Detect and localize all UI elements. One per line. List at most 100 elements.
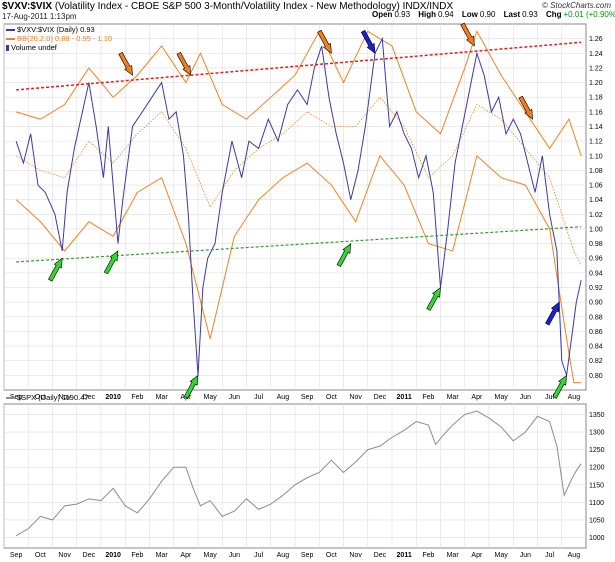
legend-swatch-ratio [6,29,15,32]
spx-x-tick-label: Feb [422,552,434,559]
ratio-x-tick-label: Oct [326,394,337,401]
ratio-y-tick-label: 1.08 [589,168,603,175]
symbol-description: (Volatility Index - CBOE S&P 500 3-Month… [54,1,400,12]
spx-x-tick-label: Feb [131,552,143,559]
chg-label: Chg [545,10,562,19]
blue-annotation-arrow [545,301,560,326]
ratio-y-tick-label: 1.24 [589,51,603,58]
ratio-x-tick-label: Mar [156,394,169,401]
symbol-title: $VXV:$VIX [2,1,53,12]
blue-arrow-shape [545,301,560,326]
orange-annotation-arrow [317,29,332,54]
green-arrow-shape [336,242,352,267]
ratio-x-tick-label: Nov [349,394,362,401]
legend-ratio-label: $VXV:$VIX (Daily) 0.93 [17,25,95,34]
ratio-x-tick-label: 2011 [397,394,412,401]
spx-x-tick-label: Dec [374,552,387,559]
orange-arrow-shape [176,51,192,76]
ratio-x-tick-label: Nov [58,394,71,401]
spx-y-tick-label: 1200 [589,465,605,472]
legend-swatch-volume [6,45,9,52]
spx-y-tick-label: 1000 [589,535,605,542]
bollinger-middle-line [15,96,582,266]
ratio-y-tick-label: 1.04 [589,197,603,204]
ratio-y-tick-label: 1.26 [589,36,603,43]
high-value: 0.94 [438,10,454,19]
ratio-x-tick-label: May [204,394,218,401]
green-arrow-shape [426,286,441,311]
low-label: Low [461,10,478,19]
blue-annotation-arrow [360,29,376,54]
green-annotation-arrow [103,250,119,275]
ratio-x-tick-label: Dec [374,394,387,401]
ratio-y-tick-label: 0.80 [589,373,603,380]
ratio-y-tick-label: 1.18 [589,95,603,102]
spx-x-tick-label: Aug [568,552,581,559]
orange-annotation-arrow [118,51,133,76]
ratio-x-tick-label: Aug [277,394,290,401]
green-annotation-arrow [552,374,567,399]
ratio-y-tick-label: 0.96 [589,256,603,263]
chart-title-line: $VXV:$VIX (Volatility Index - CBOE S&P 5… [2,1,453,12]
spx-x-tick-label: May [204,552,218,559]
ratio-x-tick-label: Apr [471,394,483,401]
ratio-x-tick-label: Feb [422,394,434,401]
ratio-y-tick-label: 1.00 [589,226,603,233]
orange-arrow-shape [460,22,475,47]
ratio-y-tick-label: 1.16 [589,109,603,116]
spx-x-tick-label: Nov [349,552,362,559]
date-line: 17-Aug-2011 1:13pm [2,12,77,21]
ratio-y-tick-label: 0.94 [589,270,603,277]
spx-x-tick-label: 2011 [397,552,412,559]
green-arrow-shape [552,374,567,399]
exchange-label: INDX/INDX [402,1,454,12]
open-value: 0.93 [394,10,411,19]
ratio-x-tick-label: Sep [10,394,23,401]
legend-ratio: $VXV:$VIX (Daily) 0.93 [6,25,95,34]
ratio-x-tick-label: May [495,394,509,401]
legend-bollinger: BB(20,2.0) 0.88 - 0.95 - 1.10 [6,34,112,43]
ratio-x-tick-label: Feb [131,394,143,401]
ratio-y-tick-label: 1.06 [589,183,603,190]
spx-x-tick-label: 2010 [105,552,121,559]
ratio-x-tick-label: Dec [83,394,96,401]
ratio-x-tick-label: Mar [447,394,460,401]
spx-x-tick-label: Sep [301,552,314,559]
spx-x-tick-label: Apr [180,552,192,559]
ratio-x-tick-label: Jul [545,394,554,401]
orange-annotation-arrow [176,51,192,76]
green-annotation-arrow [183,374,199,399]
ratio-y-tick-label: 1.02 [589,212,603,219]
spx-y-tick-label: 1050 [589,517,605,524]
spx-x-tick-label: Mar [447,552,460,559]
ratio-x-tick-label: Sep [301,394,314,401]
spx-x-tick-label: Jun [229,552,240,559]
orange-arrow-shape [317,29,332,54]
spx-x-tick-label: Mar [156,552,169,559]
spx-series-line [15,410,582,537]
ratio-y-tick-label: 0.88 [589,314,603,321]
ratio-y-tick-label: 1.20 [589,80,603,87]
spx-x-tick-label: Aug [277,552,290,559]
ratio-x-tick-label: Oct [35,394,46,401]
legend-volume-label: Volume undef [11,43,57,52]
ratio-y-tick-label: 0.90 [589,300,603,307]
last-label: Last [503,10,521,19]
green-annotation-arrow [426,286,441,311]
bollinger-upper-line [15,30,582,156]
legend-spx-label: $SPX (Daily) 1190.47 [17,393,89,402]
blue-arrow-shape [360,29,376,54]
spx-x-tick-label: Oct [326,552,337,559]
ratio-x-tick-label: Jun [229,394,240,401]
ratio-x-tick-label: 2010 [105,394,121,401]
open-label: Open [372,10,393,19]
legend-swatch-spx [6,397,15,400]
ratio-x-tick-label: Jul [254,394,263,401]
ratio-y-tick-label: 1.12 [589,139,603,146]
ratio-y-tick-label: 1.22 [589,65,603,72]
ratio-y-tick-label: 0.82 [589,358,603,365]
spx-x-tick-label: Nov [58,552,71,559]
green-arrow-shape [103,250,119,275]
green-annotation-arrow [48,257,63,282]
